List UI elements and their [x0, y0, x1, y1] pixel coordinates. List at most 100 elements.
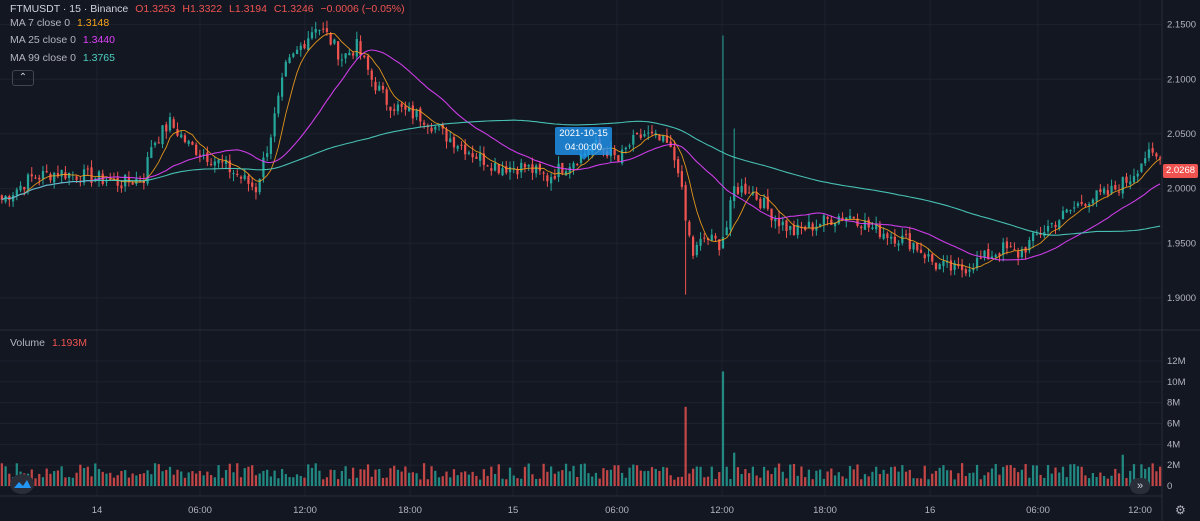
candle-body — [452, 137, 456, 148]
volume-bar — [789, 464, 792, 486]
candle-body — [269, 137, 273, 154]
candle-body — [333, 39, 336, 44]
gear-icon[interactable]: ⚙ — [1175, 503, 1186, 517]
candle-body — [11, 195, 15, 202]
volume-bar — [804, 477, 807, 486]
candle-body — [1132, 176, 1136, 183]
volume-bar — [157, 464, 160, 486]
candle-body — [30, 174, 33, 177]
candle-body — [897, 243, 900, 246]
volume-bar — [124, 470, 127, 486]
candle-body — [310, 32, 314, 39]
volume-bar — [837, 472, 840, 486]
symbol-legend: FTMUSDT · 15 · Binance O1.3253 H1.3322 L… — [10, 2, 409, 16]
volume-bar — [1095, 476, 1098, 486]
volume-bar — [53, 471, 56, 486]
volume-bar — [490, 466, 493, 486]
candle-body — [153, 142, 157, 146]
candle-body — [1002, 242, 1005, 255]
candle-body — [755, 192, 758, 200]
volume-bar — [1121, 454, 1124, 486]
time-tick-label: 06:00 — [1026, 505, 1050, 516]
candle-body — [1054, 224, 1057, 228]
time-axis: 14 06:00 12:00 18:00 15 06:00 12:00 18:00 16 06:0… — [92, 505, 1152, 516]
candle-body — [912, 242, 915, 250]
volume-bar — [546, 471, 549, 486]
symbol-label[interactable]: FTMUSDT · 15 · Binance — [10, 3, 129, 15]
candle-body — [1121, 177, 1124, 194]
volume-bar — [916, 478, 919, 486]
volume-bar — [975, 464, 979, 486]
volume-bar — [1159, 466, 1162, 486]
volume-bar — [557, 471, 560, 486]
candle-body — [688, 221, 691, 236]
volume-bar — [94, 463, 97, 486]
volume-bar — [142, 473, 145, 486]
collapse-legend-button[interactable]: ⌃ — [12, 70, 34, 86]
volume-bar — [449, 477, 452, 486]
volume-bar — [714, 478, 717, 486]
volume-bar — [1117, 473, 1121, 486]
candle-body — [635, 133, 639, 135]
candle-body — [1061, 210, 1065, 220]
candle-body — [318, 29, 321, 31]
volume-bar — [953, 479, 956, 486]
candle-body — [366, 56, 370, 70]
volume-legend[interactable]: Volume 1.193M — [10, 336, 91, 350]
volume-bar — [359, 469, 362, 486]
ma99-legend[interactable]: MA 99 close 0 1.3765 — [10, 51, 119, 65]
candle-body — [217, 159, 220, 164]
volume-bar — [131, 473, 134, 486]
last-price-tag: 2.0268 — [1163, 164, 1198, 178]
scroll-to-latest-button[interactable]: » — [1130, 478, 1150, 494]
candle-body — [120, 185, 123, 189]
candle-body — [490, 168, 493, 171]
candle-body — [990, 256, 994, 259]
volume-bar — [1043, 477, 1046, 486]
volume-bar — [109, 472, 112, 486]
volume-bar — [620, 472, 624, 486]
volume-bar — [295, 474, 299, 486]
volume-bar — [923, 465, 926, 486]
volume-bar — [677, 477, 680, 486]
volume-bar — [79, 464, 82, 486]
candle-body — [520, 162, 523, 173]
candle-body — [714, 235, 717, 239]
candle-body — [508, 167, 512, 173]
volume-bar — [759, 477, 762, 486]
volume-bar — [486, 475, 489, 486]
candle-body — [938, 264, 941, 270]
volume-bar — [82, 468, 86, 486]
candle-body — [994, 255, 997, 257]
candle-body — [329, 33, 332, 45]
candle-body — [972, 268, 975, 271]
ma7-legend[interactable]: MA 7 close 0 1.3148 — [10, 16, 113, 30]
candle-body — [501, 168, 504, 176]
volume-bar — [153, 463, 157, 486]
volume-bar — [460, 472, 463, 486]
time-tick-label: 06:00 — [605, 505, 629, 516]
candle-body — [886, 233, 889, 238]
volume-bar — [931, 473, 934, 486]
volume-bar — [673, 479, 676, 486]
tradingview-logo-icon[interactable] — [10, 474, 34, 494]
candle-body — [26, 174, 30, 190]
volume-bar — [998, 474, 1001, 486]
ma25-legend[interactable]: MA 25 close 0 1.3440 — [10, 33, 119, 47]
candle-body — [1144, 158, 1147, 164]
candle-body — [355, 38, 358, 57]
volume-bar — [146, 470, 149, 486]
candle-body — [848, 215, 852, 219]
candle-body — [964, 269, 967, 274]
candle-body — [736, 186, 740, 194]
volume-bar — [867, 476, 870, 486]
volume-bar — [912, 478, 915, 486]
candle-body — [157, 142, 160, 144]
candle-body — [852, 216, 855, 219]
candle-body — [378, 85, 381, 91]
volume-bar — [243, 468, 246, 486]
volume-tick-label: 8M — [1167, 398, 1180, 409]
candle-body — [97, 171, 101, 180]
volume-bar — [549, 466, 553, 486]
